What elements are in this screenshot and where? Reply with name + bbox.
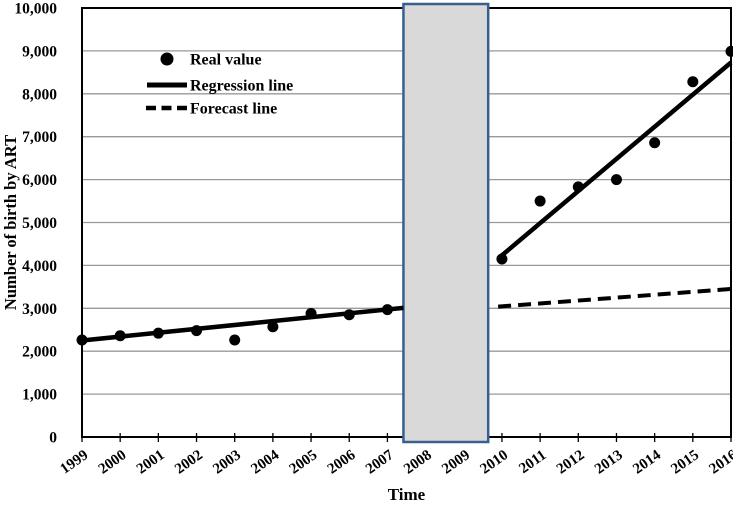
y-tick-label: 6,000 xyxy=(22,172,57,189)
y-tick-label: 0 xyxy=(49,430,57,447)
x-axis-title: Time xyxy=(388,485,426,504)
y-tick-label: 2,000 xyxy=(22,344,57,361)
x-tick-label: 2006 xyxy=(325,447,359,478)
x-tick-label: 1999 xyxy=(58,447,92,477)
data-point xyxy=(725,45,733,57)
x-tick-label: 2014 xyxy=(630,447,664,478)
x-tick-label: 2004 xyxy=(248,447,282,478)
legend-marker-dot xyxy=(160,52,174,66)
legend-label: Forecast line xyxy=(190,101,277,118)
x-tick-label: 2003 xyxy=(210,447,244,477)
y-tick-label: 1,000 xyxy=(22,387,57,404)
x-tick-label: 2013 xyxy=(592,447,626,477)
y-tick-label: 10,000 xyxy=(14,1,57,18)
data-point xyxy=(687,76,699,88)
data-point xyxy=(343,309,355,321)
y-tick-label: 3,000 xyxy=(22,301,57,318)
data-point xyxy=(152,327,164,339)
x-tick-label: 2008 xyxy=(401,447,435,477)
data-point xyxy=(114,330,126,342)
y-tick-label: 5,000 xyxy=(22,215,57,232)
y-tick-label: 4,000 xyxy=(22,258,57,275)
data-point xyxy=(267,321,279,333)
excluded-period-band xyxy=(402,2,490,444)
x-tick-label: 2001 xyxy=(134,447,168,477)
data-point xyxy=(649,137,661,149)
data-point xyxy=(305,307,317,319)
legend-label: Regression line xyxy=(190,78,293,95)
data-point xyxy=(572,181,584,193)
x-tick-label: 2011 xyxy=(516,447,549,477)
y-tick-label: 9,000 xyxy=(22,43,57,60)
y-axis-title: Number of birth by ART xyxy=(1,135,20,310)
x-tick-label: 2005 xyxy=(287,447,321,477)
regression-line-pre xyxy=(81,305,404,343)
x-tick-label: 2012 xyxy=(554,447,588,477)
x-tick-label: 2010 xyxy=(477,447,511,477)
data-point xyxy=(534,195,546,207)
data-point xyxy=(381,304,393,316)
x-tick-label: 2007 xyxy=(363,447,397,478)
regression-line-post xyxy=(496,60,733,261)
legend-label: Real value xyxy=(190,52,262,69)
x-tick-label: 2009 xyxy=(439,447,473,477)
data-point xyxy=(496,253,508,265)
data-point xyxy=(76,334,88,346)
x-tick-label: 2015 xyxy=(668,447,702,477)
y-tick-label: 7,000 xyxy=(22,129,57,146)
x-tick-label: 2000 xyxy=(96,447,130,477)
x-tick-label: 2016 xyxy=(707,447,733,478)
forecast-line xyxy=(497,287,732,309)
data-point xyxy=(229,334,241,346)
y-tick-label: 8,000 xyxy=(22,86,57,103)
data-point xyxy=(610,174,622,186)
data-point xyxy=(191,325,203,337)
x-tick-label: 2002 xyxy=(172,447,206,477)
